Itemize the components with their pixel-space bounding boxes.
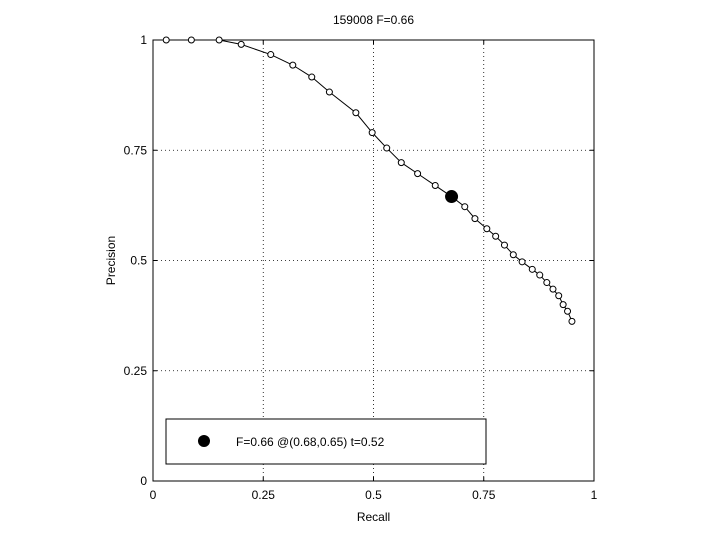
data-point xyxy=(568,317,576,325)
legend: F=0.66 @(0.68,0.65) t=0.52 xyxy=(165,418,487,465)
data-point xyxy=(325,88,333,96)
data-point xyxy=(528,265,536,273)
axis-ticks: 0 0.25 0.5 0.75 1 0 0.25 0.5 0.75 1 xyxy=(124,33,598,502)
x-tick-label: 1 xyxy=(591,488,598,502)
series-group xyxy=(162,36,576,325)
y-tick-label: 0.5 xyxy=(130,254,147,268)
data-point xyxy=(237,40,245,48)
best-f-point xyxy=(445,190,459,204)
data-point xyxy=(289,61,297,69)
legend-box xyxy=(165,418,487,465)
data-point xyxy=(559,301,567,309)
data-point xyxy=(549,285,557,293)
y-tick-label: 0.25 xyxy=(124,364,148,378)
data-point xyxy=(162,36,170,44)
y-tick-label: 1 xyxy=(140,33,147,47)
y-tick-label: 0 xyxy=(140,474,147,488)
data-point xyxy=(555,292,563,300)
x-tick-label: 0.5 xyxy=(365,488,382,502)
data-point xyxy=(471,215,479,223)
data-point xyxy=(215,36,223,44)
y-axis-label: Precision xyxy=(104,236,118,285)
data-point xyxy=(414,170,422,178)
x-tick-label: 0 xyxy=(150,488,157,502)
data-point xyxy=(509,251,517,259)
data-point xyxy=(492,232,500,240)
data-point xyxy=(397,159,405,167)
data-point xyxy=(564,307,572,315)
data-point xyxy=(518,258,526,266)
chart-title: 159008 F=0.66 xyxy=(333,13,414,27)
grid-lines xyxy=(153,40,594,481)
data-point xyxy=(267,51,275,59)
x-tick-label: 0.75 xyxy=(472,488,496,502)
data-point xyxy=(431,182,439,190)
data-point xyxy=(500,241,508,249)
data-point xyxy=(308,73,316,81)
data-point xyxy=(543,279,551,287)
data-point xyxy=(368,129,376,137)
x-axis-label: Recall xyxy=(357,510,390,524)
data-point xyxy=(461,203,469,211)
data-point xyxy=(383,144,391,152)
x-tick-label: 0.25 xyxy=(252,488,276,502)
data-point xyxy=(187,36,195,44)
legend-label: F=0.66 @(0.68,0.65) t=0.52 xyxy=(236,435,385,449)
y-tick-label: 0.75 xyxy=(124,143,148,157)
data-point xyxy=(352,109,360,117)
legend-marker xyxy=(198,435,210,447)
data-point xyxy=(483,225,491,233)
data-point xyxy=(536,271,544,279)
